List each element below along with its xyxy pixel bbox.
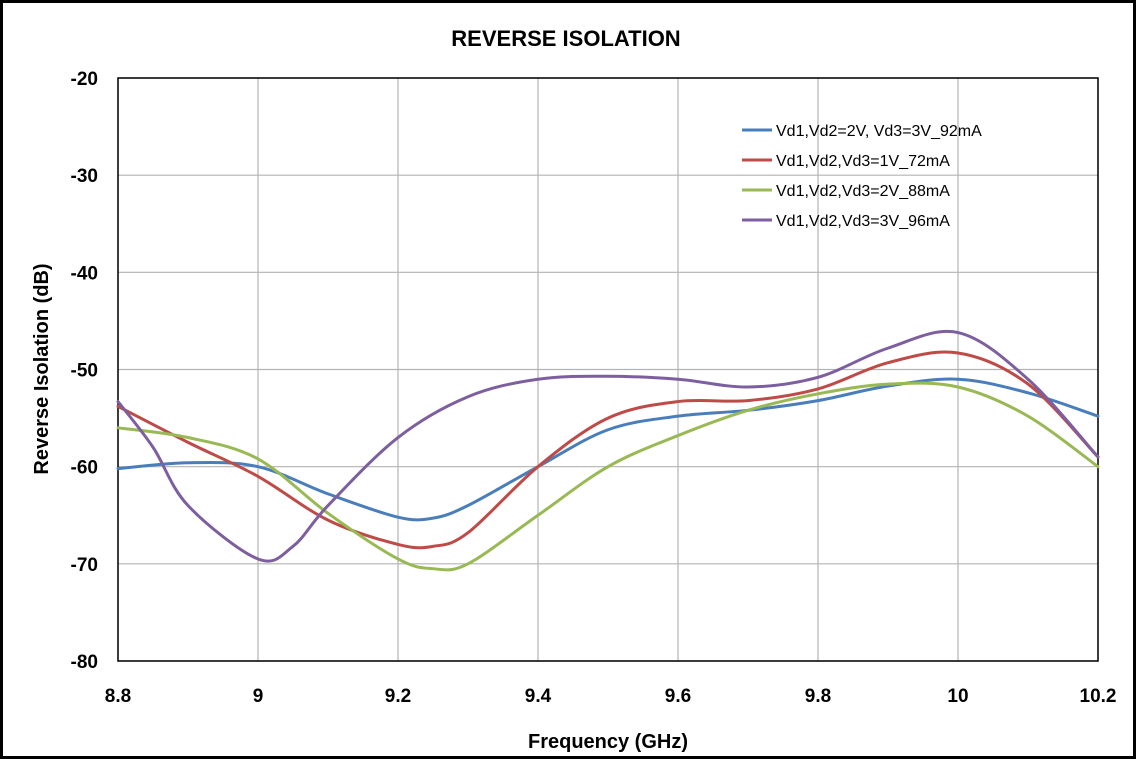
y-tick-label: -70 <box>71 555 98 576</box>
x-axis-tick-labels: 8.8 9 9.2 9.4 9.6 9.8 10 10.2 <box>105 686 1117 707</box>
y-axis-tick-labels: -80 -70 -60 -50 -40 -30 -20 <box>71 69 98 673</box>
legend-item: Vd1,Vd2,Vd3=3V_96mA <box>742 213 950 230</box>
legend-item: Vd1,Vd2=2V, Vd3=3V_92mA <box>742 123 982 140</box>
x-tick-label: 9.6 <box>665 686 691 707</box>
y-tick-label: -50 <box>71 361 98 382</box>
legend-item: Vd1,Vd2,Vd3=2V_88mA <box>742 183 950 200</box>
series-line-3 <box>116 381 1100 572</box>
x-tick-label: 8.8 <box>105 686 131 707</box>
x-tick-label: 10 <box>947 686 968 707</box>
series-line-2 <box>116 350 1100 550</box>
y-tick-label: -30 <box>71 166 98 187</box>
x-tick-label: 10.2 <box>1080 686 1117 707</box>
y-tick-label: -80 <box>71 652 98 673</box>
series-line-4 <box>116 330 1100 563</box>
y-axis-label: Reverse Isolation (dB) <box>31 263 53 474</box>
x-tick-label: 9 <box>253 686 264 707</box>
legend-label: Vd1,Vd2,Vd3=1V_72mA <box>776 153 950 170</box>
plot-area-border <box>117 77 1099 662</box>
legend-label: Vd1,Vd2=2V, Vd3=3V_92mA <box>776 123 982 140</box>
series-line-1 <box>116 377 1100 522</box>
x-tick-label: 9.2 <box>385 686 411 707</box>
legend-label: Vd1,Vd2,Vd3=2V_88mA <box>776 183 950 200</box>
x-tick-label: 9.8 <box>805 686 831 707</box>
y-tick-label: -60 <box>71 458 98 479</box>
chart-title: REVERSE ISOLATION <box>451 26 680 51</box>
legend-item: Vd1,Vd2,Vd3=1V_72mA <box>742 153 950 170</box>
y-tick-label: -20 <box>71 69 98 90</box>
x-tick-label: 9.4 <box>525 686 552 707</box>
legend: Vd1,Vd2=2V, Vd3=3V_92mA Vd1,Vd2,Vd3=1V_72… <box>742 123 982 230</box>
y-tick-label: -40 <box>71 263 98 284</box>
legend-label: Vd1,Vd2,Vd3=3V_96mA <box>776 213 950 230</box>
series-lines <box>116 330 1100 572</box>
x-axis-label: Frequency (GHz) <box>528 731 688 753</box>
